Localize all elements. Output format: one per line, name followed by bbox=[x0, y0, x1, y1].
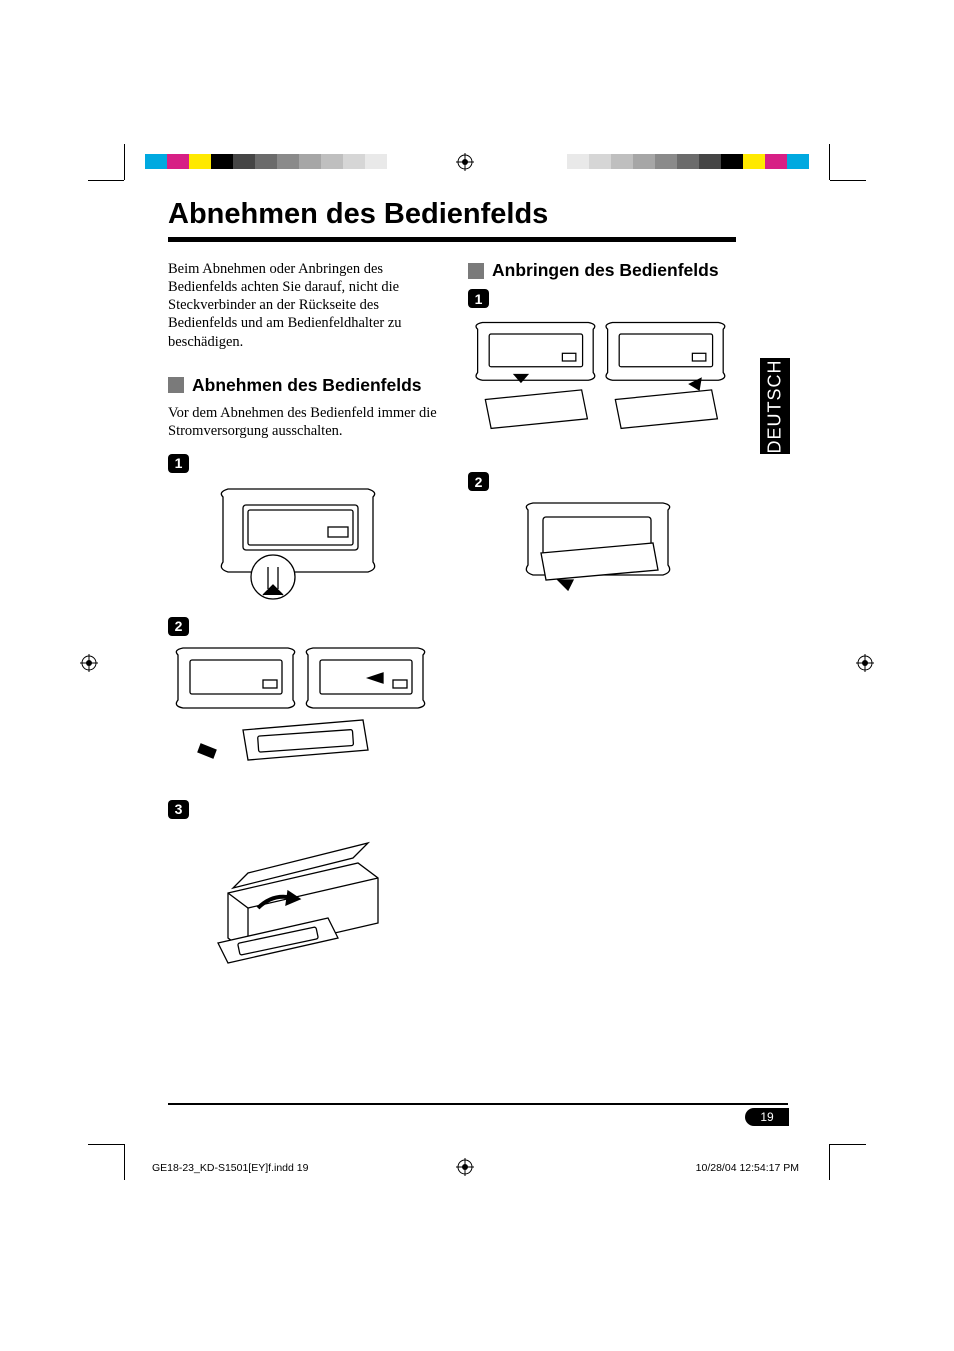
crop-mark bbox=[124, 1144, 125, 1180]
step-number-badge: 2 bbox=[468, 472, 489, 491]
language-tab: DEUTSCH bbox=[760, 358, 790, 454]
remove-illustration-1 bbox=[168, 477, 428, 607]
left-column: Beim Abnehmen oder Anbringen des Bedienf… bbox=[168, 260, 438, 1003]
registration-mark-icon bbox=[456, 1158, 474, 1176]
section-bullet-icon bbox=[468, 263, 484, 279]
attach-illustration-1 bbox=[468, 312, 728, 462]
registration-mark-icon bbox=[80, 654, 98, 672]
step-number-badge: 2 bbox=[168, 617, 189, 636]
footer-timestamp: 10/28/04 12:54:17 PM bbox=[696, 1162, 799, 1174]
page-title: Abnehmen des Bedienfelds bbox=[168, 198, 788, 231]
crop-mark bbox=[830, 180, 866, 181]
crop-mark bbox=[88, 1144, 124, 1145]
section-title-remove: Abnehmen des Bedienfelds bbox=[192, 375, 422, 396]
attach-step-1: 1 bbox=[468, 289, 738, 462]
remove-step-3: 3 bbox=[168, 800, 438, 993]
step-number-badge: 1 bbox=[168, 454, 189, 473]
section-header-remove: Abnehmen des Bedienfelds bbox=[168, 375, 438, 396]
intro-paragraph: Beim Abnehmen oder Anbringen des Bedienf… bbox=[168, 260, 438, 351]
crop-mark bbox=[829, 144, 830, 180]
crop-mark bbox=[830, 1144, 866, 1145]
language-label: DEUTSCH bbox=[765, 359, 786, 453]
remove-illustration-2 bbox=[168, 640, 428, 790]
page-number-badge: 19 bbox=[745, 1108, 789, 1126]
step-number-badge: 3 bbox=[168, 800, 189, 819]
right-column: Anbringen des Bedienfelds 1 bbox=[468, 260, 738, 1003]
remove-step-1: 1 bbox=[168, 454, 438, 607]
crop-mark bbox=[829, 1144, 830, 1180]
footer-file-info: GE18-23_KD-S1501[EY]f.indd 19 bbox=[152, 1162, 308, 1174]
step-number-badge: 1 bbox=[468, 289, 489, 308]
attach-illustration-2 bbox=[468, 495, 728, 610]
section-description: Vor dem Abnehmen des Bedienfeld immer di… bbox=[168, 404, 438, 440]
crop-mark bbox=[124, 144, 125, 180]
section-header-attach: Anbringen des Bedienfelds bbox=[468, 260, 738, 281]
section-bullet-icon bbox=[168, 377, 184, 393]
footer-rule bbox=[168, 1103, 788, 1105]
print-colorbar bbox=[567, 154, 809, 169]
section-title-attach: Anbringen des Bedienfelds bbox=[492, 260, 719, 281]
attach-step-2: 2 bbox=[468, 472, 738, 610]
print-colorbar bbox=[145, 154, 387, 169]
title-underline bbox=[168, 237, 736, 242]
registration-mark-icon bbox=[456, 153, 474, 171]
remove-step-2: 2 bbox=[168, 617, 438, 790]
registration-mark-icon bbox=[856, 654, 874, 672]
crop-mark bbox=[88, 180, 124, 181]
remove-illustration-3 bbox=[168, 823, 428, 993]
